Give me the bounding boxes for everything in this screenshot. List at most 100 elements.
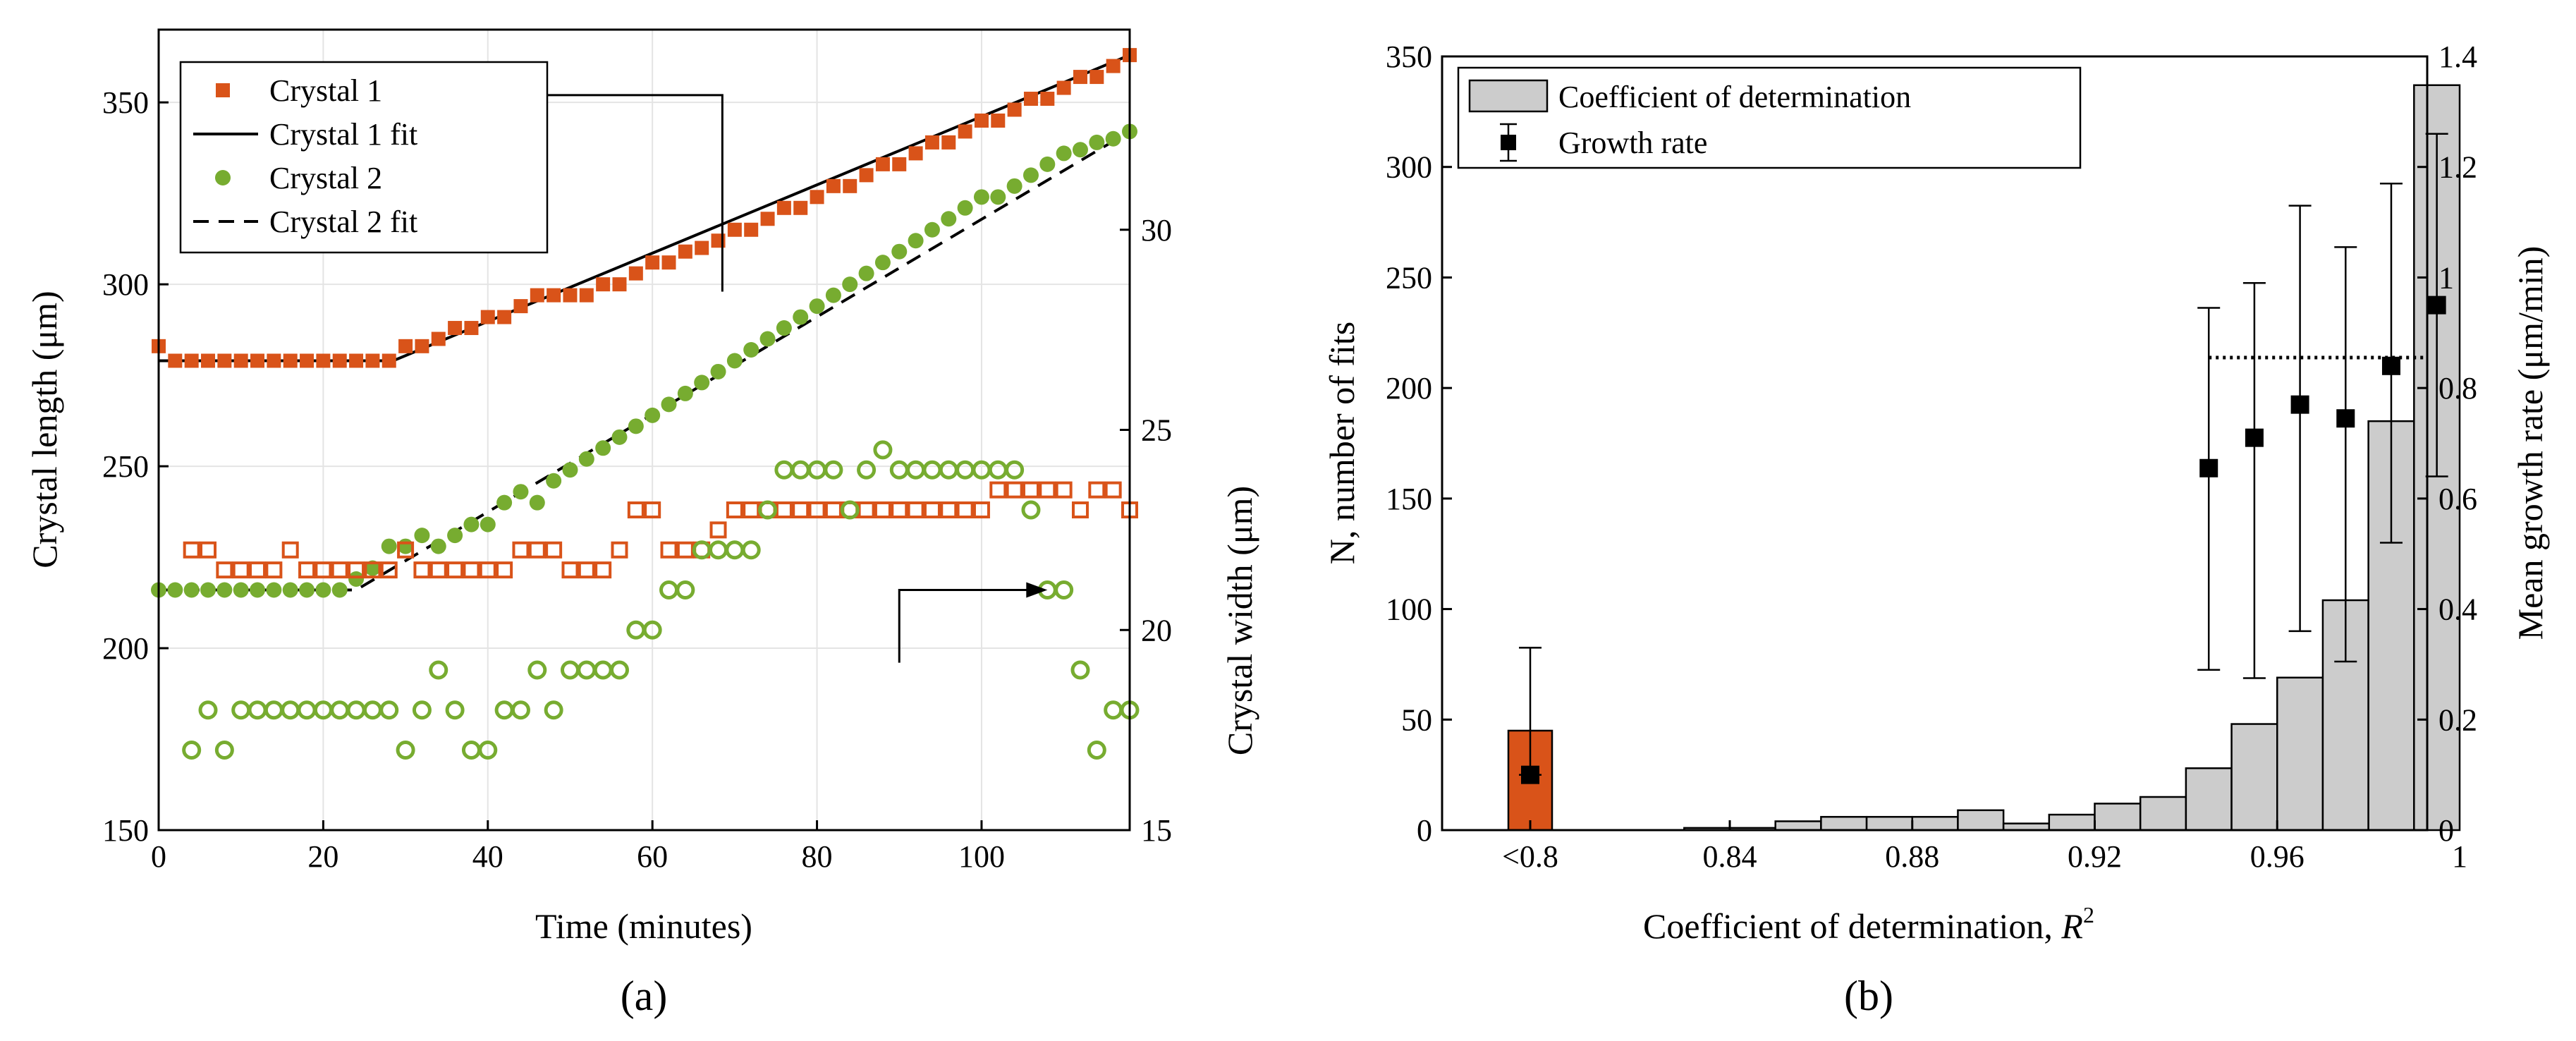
crystal-2-point	[200, 582, 216, 598]
crystal-1-point	[826, 178, 841, 193]
crystal-1-point	[448, 321, 463, 336]
crystal-2-point	[1056, 145, 1072, 162]
crystal-1-point	[1073, 70, 1087, 85]
crystal-1-width-point	[709, 521, 727, 539]
chart-a-x-tick-label: 100	[958, 839, 1005, 874]
crystal-2-point	[595, 440, 611, 456]
growth-rate-point	[2427, 296, 2446, 315]
crystal-2-width-point	[741, 540, 761, 560]
crystal-1-width-point	[496, 561, 513, 579]
crystal-2-point	[529, 494, 545, 511]
crystal-2-width-point	[676, 580, 695, 599]
chart-b-y-tick-label: 200	[1386, 371, 1432, 406]
crystal-1-width-point	[348, 561, 365, 579]
crystal-2-width-point	[709, 540, 728, 560]
chart-b-x-tick-label: 0.88	[1885, 839, 1939, 874]
growth-rate-point	[2290, 395, 2309, 414]
crystal-2-point	[266, 582, 282, 598]
histogram-bar	[2230, 723, 2278, 832]
histogram-bar	[1911, 815, 1959, 832]
crystal-2-point	[776, 320, 792, 336]
crystal-1-width-point	[907, 501, 924, 518]
crystal-1-point	[513, 299, 528, 314]
crystal-2-width-point	[609, 660, 629, 680]
crystal-1-point	[184, 353, 199, 368]
chart-a-legend: Crystal 1 Crystal 1 fit Crystal 2 Crystal 2…	[179, 61, 549, 254]
crystal-2-point	[463, 516, 480, 532]
crystal-1-width-point	[726, 501, 743, 518]
crystal-2-width-point	[577, 660, 597, 680]
chart-b-x-tick-label: 1	[2452, 839, 2467, 874]
crystal-1-point	[349, 353, 364, 368]
crystal-2-width-point	[840, 500, 860, 520]
crystal-2-width-point	[857, 460, 877, 480]
chart-b-y-tick-label: 250	[1386, 260, 1432, 295]
crystal-1-width-point	[429, 561, 447, 579]
crystal-1-point	[645, 255, 660, 270]
chart-b-y-tick-label: 100	[1386, 592, 1432, 627]
chart-b-y2-tick-label: 1.4	[2438, 39, 2477, 74]
crystal-1-point	[596, 277, 611, 292]
crystal-1-width-point	[463, 561, 480, 579]
crystal-2-width-point	[231, 700, 251, 720]
crystal-1-width-point	[594, 561, 612, 579]
crystal-2-width-point	[1104, 700, 1123, 720]
crystal-2-point	[546, 473, 562, 489]
crystal-1-width-point	[1006, 481, 1023, 499]
chart-b-x-tick-label: <0.8	[1502, 839, 1558, 874]
histogram-bar	[2185, 767, 2233, 832]
chart-b-x-label-symbol: R	[2061, 906, 2083, 946]
crystal-2-width-point	[824, 460, 843, 480]
crystal-1-point	[217, 353, 232, 368]
chart-a-x-tick-label: 80	[802, 839, 833, 874]
crystal-1-width-point	[561, 561, 579, 579]
crystal-1-point	[991, 113, 1006, 128]
crystal-1-point	[233, 353, 248, 368]
crystal-1-point	[365, 353, 380, 368]
crystal-1-width-point	[413, 561, 431, 579]
crystal-1-point	[431, 331, 446, 346]
crystal-1-point	[283, 353, 298, 368]
crystal-1-point	[793, 200, 808, 215]
chart-a-x-tick-label: 40	[472, 839, 503, 874]
crystal-1-point	[661, 255, 676, 270]
histogram-bar	[2094, 803, 2142, 832]
crystal-1-point	[579, 288, 594, 303]
crystal-2-point	[858, 265, 874, 281]
chart-b-x-tick-label: 0.84	[1703, 839, 1757, 874]
crystal-1-point	[300, 353, 315, 368]
crystal-2-point	[628, 418, 644, 434]
crystal-1-width-point	[545, 541, 563, 559]
chart-a-y-tick-label: 150	[102, 813, 149, 848]
chart-b-y-tick-label: 350	[1386, 39, 1432, 74]
crystal-2-width-point	[642, 620, 662, 640]
chart-b-y2-tick-label: 0.8	[2438, 371, 2477, 406]
crystal-1-point	[678, 244, 692, 259]
crystal-2-point	[1105, 130, 1121, 147]
crystal-2-width-point	[560, 660, 580, 680]
chart-b-x-label-superscript: 2	[2083, 902, 2094, 927]
crystal-2-point	[677, 385, 693, 401]
crystal-1-point	[1106, 59, 1121, 73]
chart-a-y-tick-label: 200	[102, 631, 149, 666]
crystal-2-point	[398, 538, 414, 554]
crystal-1-width-point	[644, 501, 661, 518]
crystal-1-width-point	[446, 561, 464, 579]
crystal-2-point	[496, 494, 513, 511]
crystal-1-point	[974, 113, 989, 128]
crystal-1-point	[332, 353, 347, 368]
crystal-2-width-point	[494, 700, 514, 720]
growth-rate-point	[2381, 356, 2400, 375]
crystal-1-point	[1056, 80, 1071, 95]
crystal-2-point	[710, 363, 726, 379]
chart-b-y-axis-label: N, number of fits	[1322, 322, 1362, 564]
chart-b-y2-tick-label: 0.6	[2438, 482, 2477, 516]
legend-coefficient-swatch	[1468, 79, 1549, 113]
crystal-1-width-point	[479, 561, 496, 579]
crystal-2-point	[1039, 156, 1056, 172]
crystal-1-width-point	[874, 501, 891, 518]
crystal-1-width-point	[1104, 481, 1122, 499]
crystal-2-point	[694, 375, 710, 391]
crystal-2-point	[611, 429, 628, 445]
crystal-1-width-point	[265, 561, 283, 579]
